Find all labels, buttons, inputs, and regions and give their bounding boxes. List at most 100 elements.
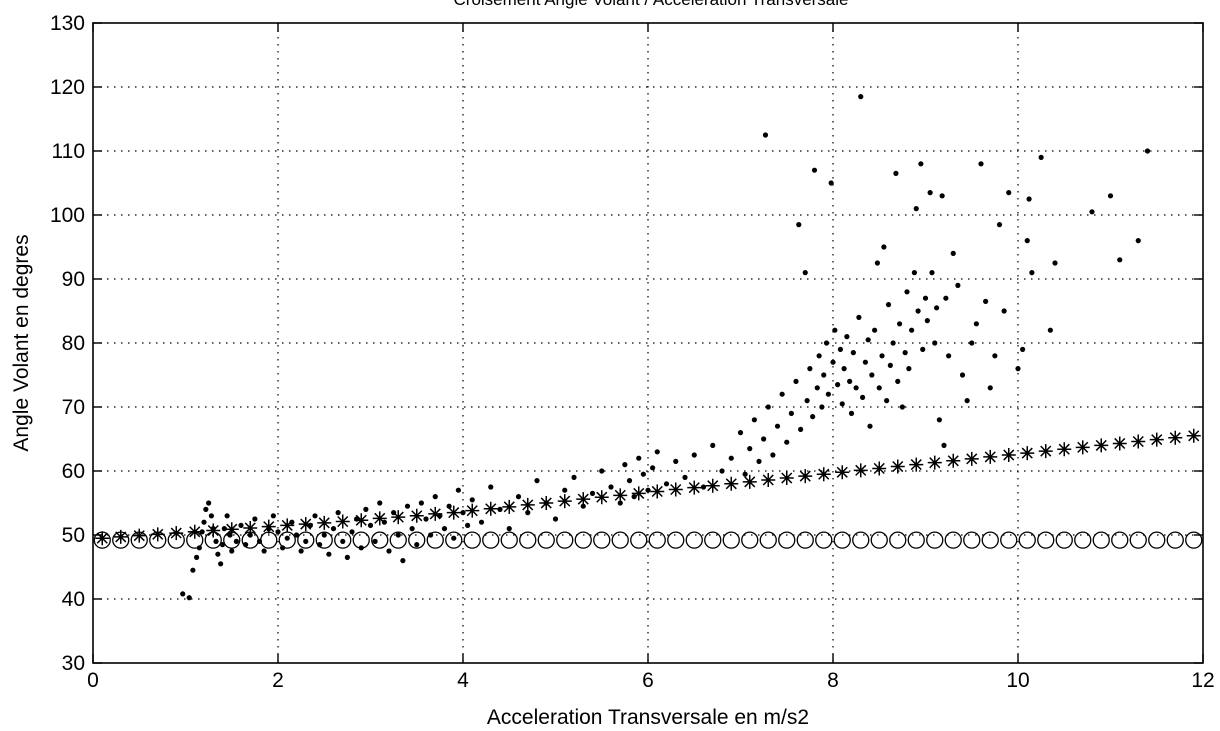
data-point — [867, 423, 873, 429]
data-point — [1168, 430, 1183, 445]
data-point — [761, 472, 776, 487]
data-point — [774, 423, 781, 429]
data-point — [1129, 531, 1147, 549]
data-point — [1075, 440, 1090, 455]
data-point — [482, 531, 500, 549]
data-point — [113, 529, 128, 544]
y-tick-label: 60 — [62, 460, 85, 483]
data-point — [593, 531, 611, 549]
data-point — [520, 497, 535, 512]
data-point — [557, 494, 572, 509]
data-point — [835, 382, 841, 388]
data-point — [377, 500, 383, 506]
data-point — [876, 385, 882, 391]
data-point — [667, 531, 685, 549]
data-point — [297, 531, 315, 549]
data-point — [414, 542, 420, 548]
data-point — [737, 430, 744, 436]
data-point — [229, 548, 235, 554]
data-point — [1000, 531, 1018, 549]
data-point — [534, 478, 540, 484]
data-point — [386, 548, 392, 554]
data-point — [1015, 366, 1021, 372]
data-point — [1131, 434, 1146, 449]
data-point — [841, 366, 847, 372]
data-point — [1149, 432, 1164, 447]
y-tick-label: 70 — [62, 396, 85, 419]
data-point — [650, 484, 665, 499]
data-point — [685, 531, 703, 549]
data-point — [987, 385, 993, 391]
data-point — [201, 519, 207, 525]
data-point — [1055, 531, 1073, 549]
data-point — [206, 523, 221, 538]
data-point — [1020, 446, 1035, 461]
axis-ticks — [92, 22, 1204, 664]
data-point — [317, 515, 332, 530]
data-point — [636, 455, 642, 461]
data-point — [132, 528, 147, 543]
data-point — [1020, 346, 1026, 352]
data-point — [848, 410, 855, 416]
y-tick-label: 90 — [62, 268, 85, 291]
data-point — [270, 513, 276, 519]
data-point — [372, 511, 387, 526]
data-point — [816, 467, 831, 482]
y-tick-label: 110 — [52, 140, 85, 163]
data-point — [519, 531, 537, 549]
y-tick-label: 80 — [62, 332, 85, 355]
x-tick-label: 10 — [1006, 669, 1029, 692]
data-point — [352, 531, 370, 549]
data-point — [668, 482, 683, 497]
data-point — [741, 531, 759, 549]
data-point — [946, 353, 952, 359]
data-point — [463, 531, 481, 549]
data-point — [759, 531, 777, 549]
data-point — [784, 439, 790, 445]
data-point — [833, 531, 851, 549]
data-point — [850, 350, 856, 356]
data-point — [663, 481, 670, 487]
data-point — [149, 531, 167, 549]
data-point — [275, 529, 281, 535]
data-point — [796, 222, 802, 228]
data-point — [208, 513, 214, 519]
data-point — [515, 494, 522, 500]
data-point — [428, 532, 434, 538]
data-point — [890, 340, 896, 346]
data-point — [1047, 327, 1053, 333]
data-point — [539, 496, 554, 510]
data-point — [959, 372, 966, 378]
data-point — [832, 327, 838, 333]
x-tick-label: 2 — [272, 669, 284, 692]
data-point — [936, 417, 942, 423]
y-tick-label: 130 — [50, 12, 85, 35]
data-point — [465, 522, 471, 529]
data-point — [704, 531, 722, 549]
data-point — [793, 378, 799, 384]
data-point — [815, 531, 833, 549]
data-point — [874, 260, 881, 266]
x-tick-label: 12 — [1191, 669, 1214, 692]
data-point — [939, 193, 945, 199]
data-point — [469, 497, 475, 503]
data-point — [330, 526, 337, 532]
data-point — [608, 484, 614, 490]
data-point — [969, 340, 975, 346]
data-point — [599, 468, 605, 474]
data-point — [816, 353, 822, 359]
data-point — [180, 591, 186, 597]
data-point — [872, 327, 878, 333]
data-point — [622, 462, 628, 468]
data-point — [252, 516, 258, 522]
data-point — [765, 404, 771, 410]
x-tick-label: 4 — [457, 669, 469, 692]
data-point — [918, 161, 924, 167]
data-point — [884, 398, 890, 404]
data-point — [93, 531, 111, 549]
data-point — [335, 509, 341, 516]
data-point — [770, 452, 776, 458]
data-point — [488, 484, 494, 490]
data-point — [1092, 531, 1110, 549]
